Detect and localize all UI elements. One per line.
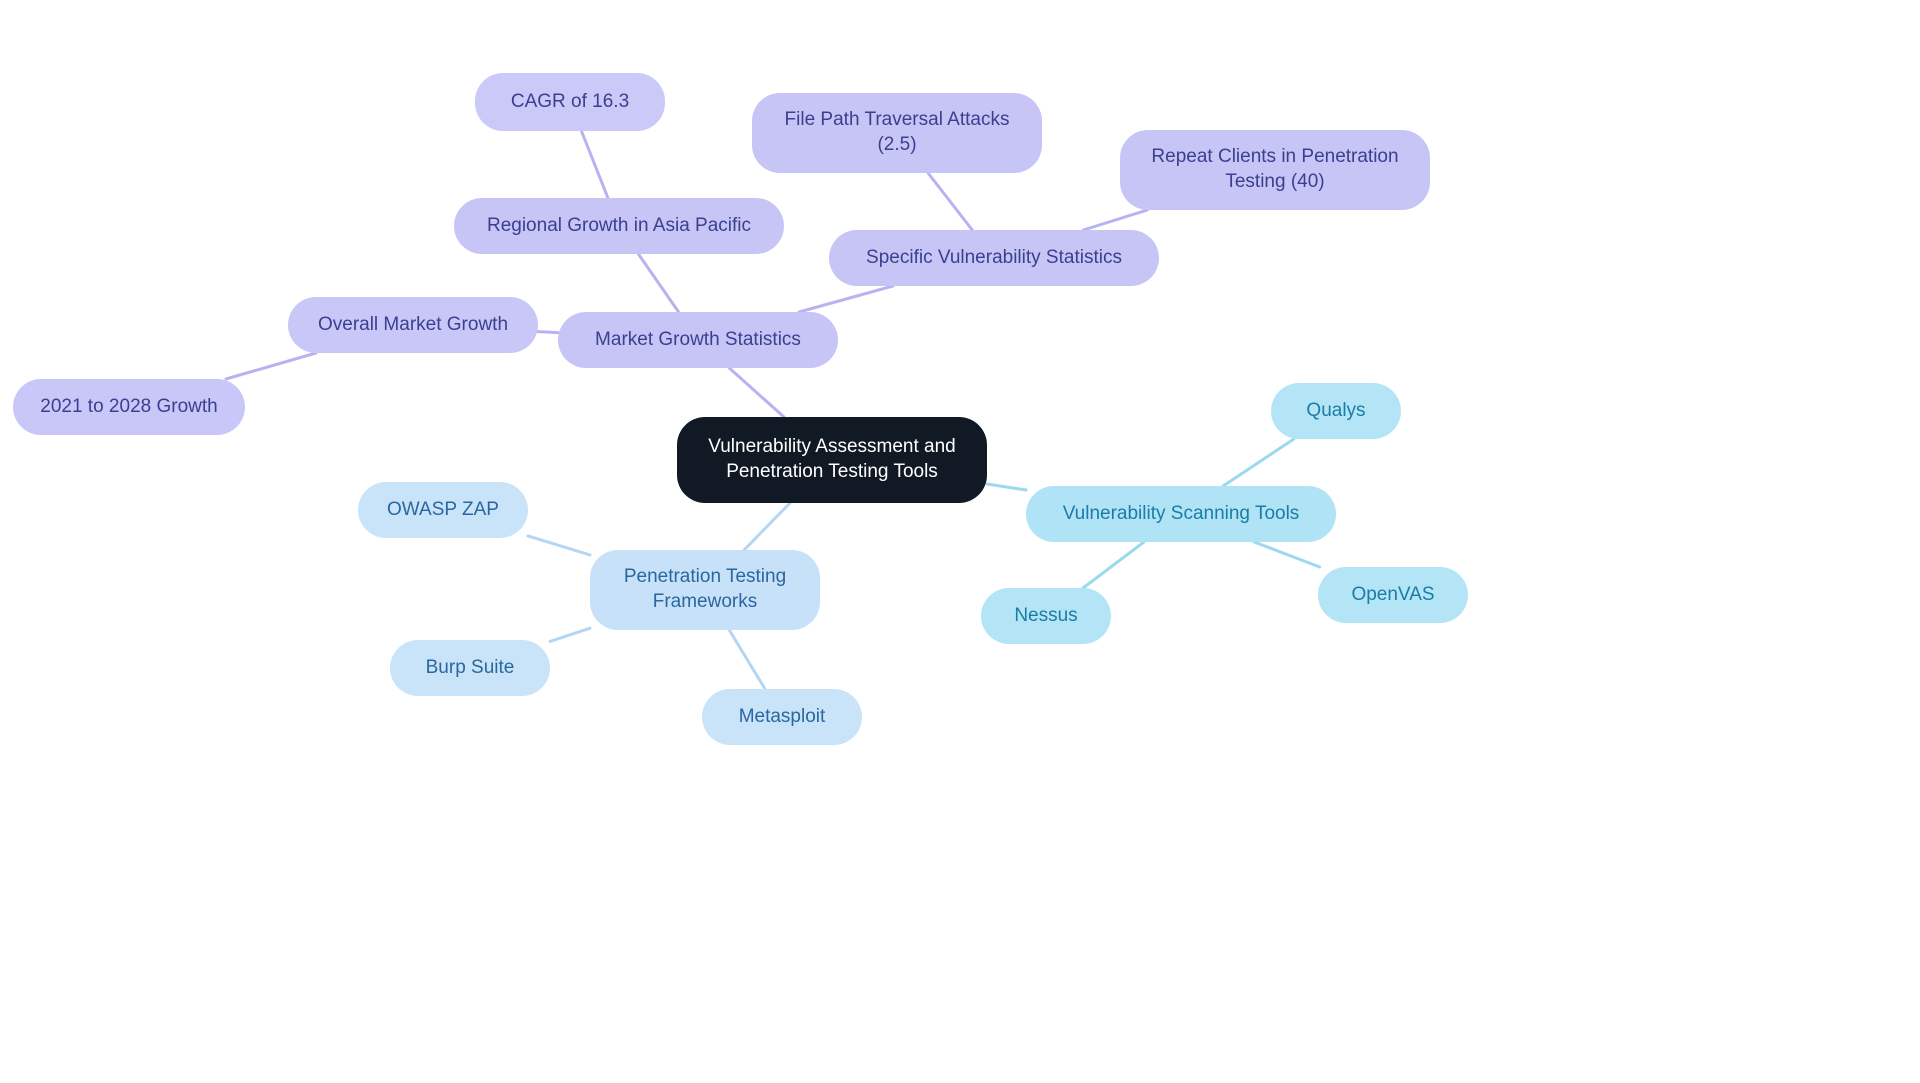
edge-specvuln-repeat (1083, 210, 1147, 230)
node-growth2021: 2021 to 2028 Growth (13, 379, 245, 435)
node-burp: Burp Suite (390, 640, 550, 696)
node-root: Vulnerability Assessment and Penetration… (677, 417, 987, 503)
node-label: OpenVAS (1351, 583, 1434, 608)
edge-specvuln-filepath (928, 173, 972, 230)
node-filepath: File Path Traversal Attacks (2.5) (752, 93, 1042, 173)
node-label: Market Growth Statistics (595, 328, 801, 353)
node-label: File Path Traversal Attacks (2.5) (785, 108, 1010, 157)
node-label: Specific Vulnerability Statistics (866, 246, 1122, 271)
edge-root-market (729, 368, 784, 417)
node-label: Penetration Testing Frameworks (624, 565, 786, 614)
node-cagr: CAGR of 16.3 (475, 73, 665, 131)
edge-pentest-burp (550, 628, 590, 641)
node-label: Nessus (1014, 604, 1077, 629)
node-label: Burp Suite (426, 656, 515, 681)
node-regional: Regional Growth in Asia Pacific (454, 198, 784, 254)
diagram-canvas: Vulnerability Assessment and Penetration… (0, 0, 1920, 1083)
node-label: Vulnerability Assessment and Penetration… (708, 435, 955, 484)
node-label: Overall Market Growth (318, 313, 508, 338)
node-repeat: Repeat Clients in Penetration Testing (4… (1120, 130, 1430, 210)
edge-market-regional (638, 254, 678, 312)
edge-vulnscan-openvas (1254, 542, 1319, 567)
edge-market-overall (538, 332, 558, 333)
node-openvas: OpenVAS (1318, 567, 1468, 623)
node-owasp: OWASP ZAP (358, 482, 528, 538)
node-pentest: Penetration Testing Frameworks (590, 550, 820, 630)
node-metasploit: Metasploit (702, 689, 862, 745)
edge-pentest-metasploit (729, 630, 765, 689)
node-market: Market Growth Statistics (558, 312, 838, 368)
node-label: Repeat Clients in Penetration Testing (4… (1151, 145, 1398, 194)
node-label: Qualys (1306, 399, 1365, 424)
node-specvuln: Specific Vulnerability Statistics (829, 230, 1159, 286)
node-label: CAGR of 16.3 (511, 90, 629, 115)
node-qualys: Qualys (1271, 383, 1401, 439)
node-label: OWASP ZAP (387, 498, 499, 523)
edge-root-vulnscan (987, 484, 1026, 490)
edge-overall-growth2021 (226, 353, 316, 379)
edge-pentest-owasp (528, 536, 590, 555)
edge-vulnscan-nessus (1083, 542, 1144, 588)
edge-root-pentest (744, 503, 790, 550)
node-label: Metasploit (739, 705, 826, 730)
node-label: 2021 to 2028 Growth (40, 395, 217, 420)
edge-regional-cagr (581, 131, 607, 198)
node-overall: Overall Market Growth (288, 297, 538, 353)
edge-market-specvuln (799, 286, 893, 312)
node-nessus: Nessus (981, 588, 1111, 644)
node-label: Vulnerability Scanning Tools (1063, 502, 1300, 527)
edge-vulnscan-qualys (1223, 439, 1294, 486)
node-vulnscan: Vulnerability Scanning Tools (1026, 486, 1336, 542)
node-label: Regional Growth in Asia Pacific (487, 214, 751, 239)
